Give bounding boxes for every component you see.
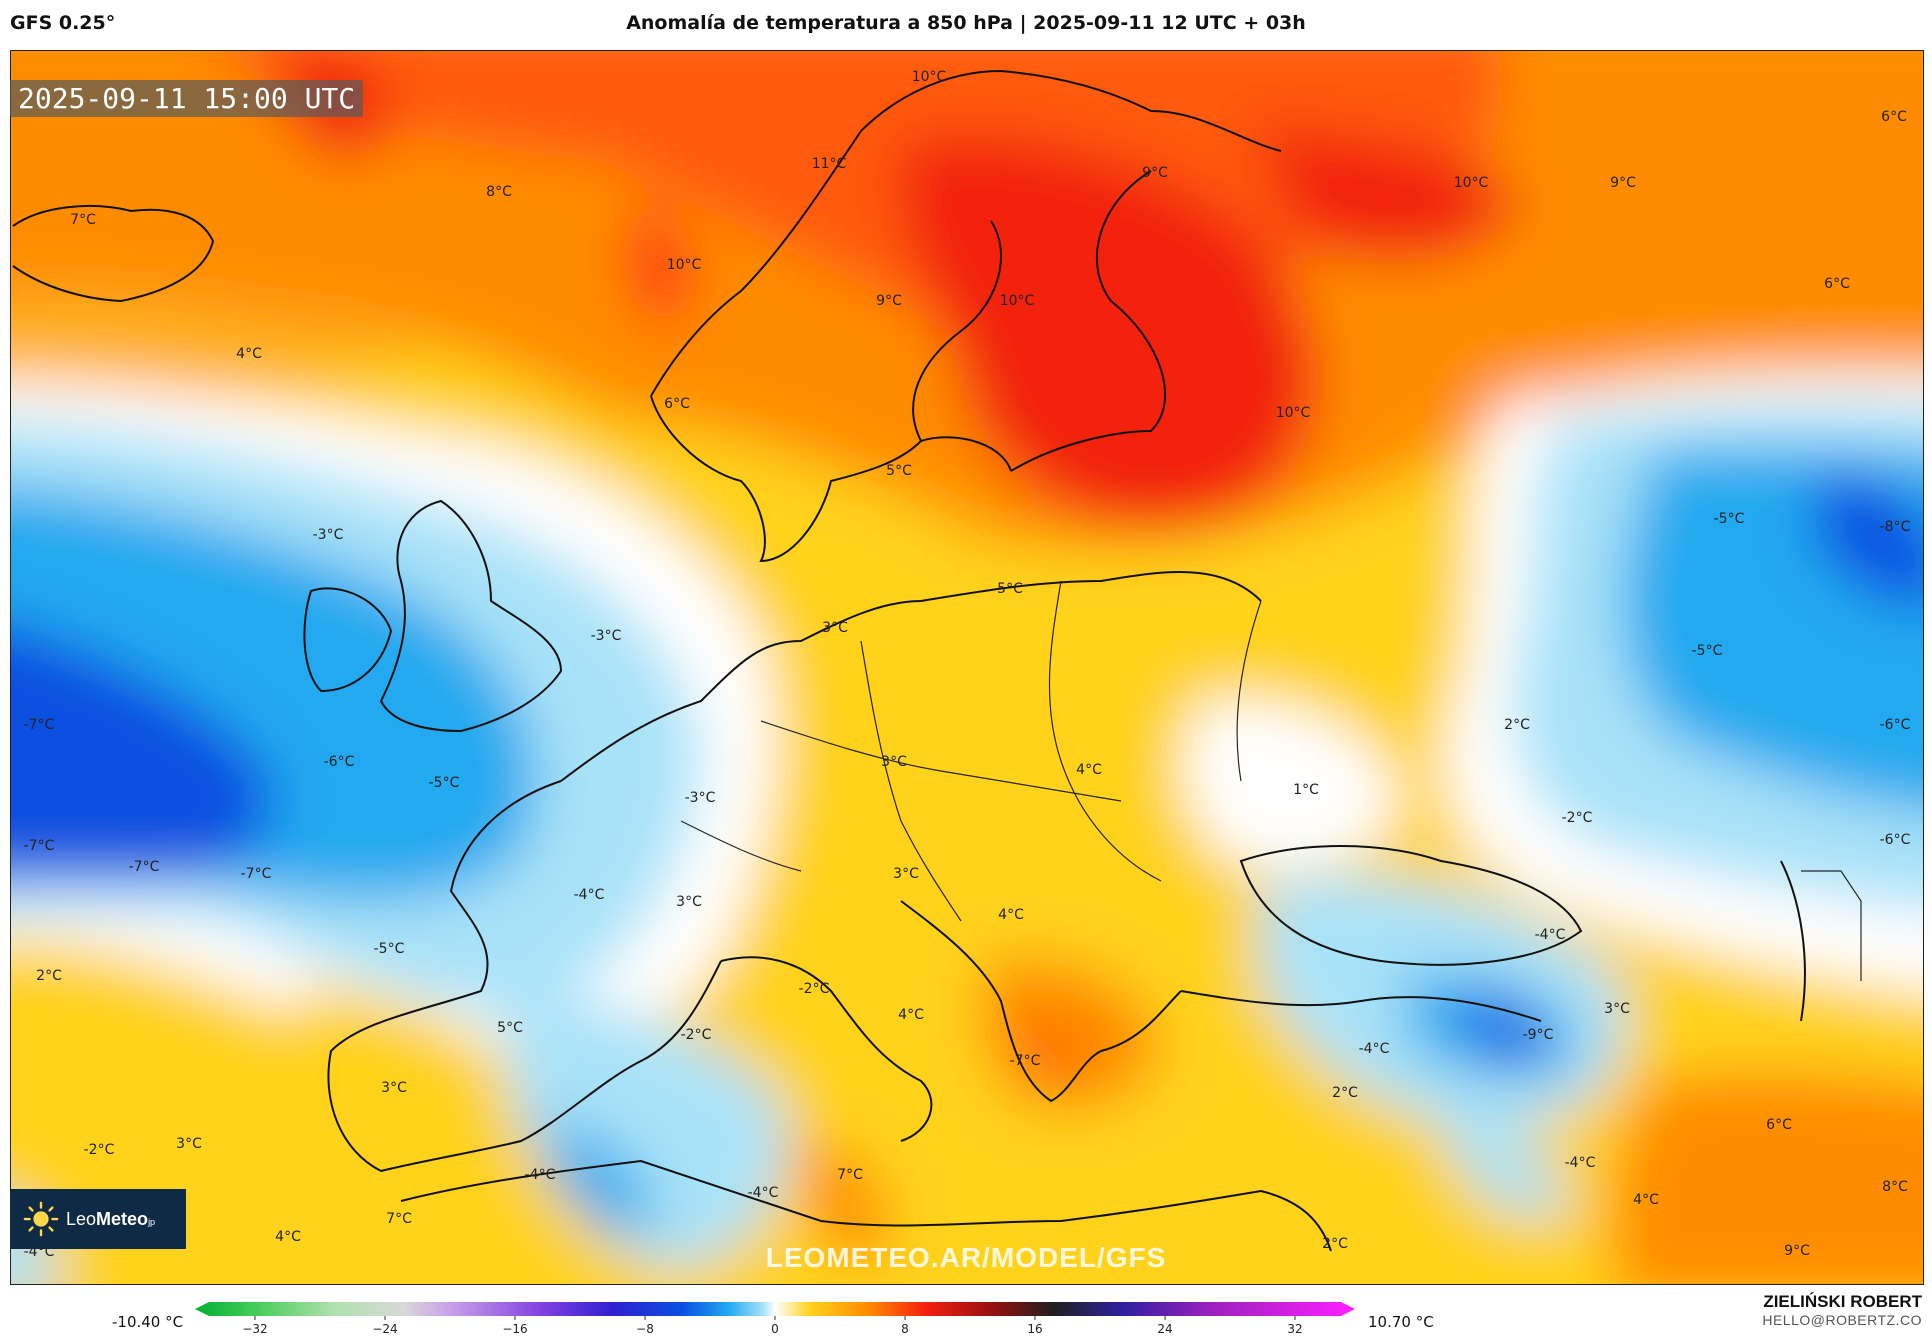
anomaly-label: -3°C: [685, 790, 716, 806]
anomaly-label: 6°C: [1766, 1117, 1792, 1133]
anomaly-label: -4°C: [525, 1167, 556, 1183]
anomaly-label: -2°C: [799, 981, 830, 997]
anomaly-label: 11°C: [812, 156, 847, 172]
anomaly-label: 4°C: [236, 346, 262, 362]
anomaly-label: 2°C: [36, 968, 62, 984]
colorbar-min-label: -10.40 °C: [112, 1313, 184, 1331]
leometeo-logo[interactable]: LeoMeteojp: [10, 1189, 186, 1249]
anomaly-label: 10°C: [1454, 175, 1489, 191]
colorbar-tick-label: 24: [1157, 1322, 1172, 1336]
anomaly-label: -3°C: [591, 628, 622, 644]
temperature-anomaly-map[interactable]: 10°C 6°C 11°C 8°C 9°C 10°C 9°C 7°C 10°C 9°C 10°C 6°…: [10, 50, 1924, 1285]
anomaly-label: -5°C: [429, 775, 460, 791]
anomaly-label: 5°C: [497, 1020, 523, 1036]
anomaly-label: -4°C: [1565, 1155, 1596, 1171]
anomaly-label: 9°C: [1784, 1243, 1810, 1259]
model-name: GFS 0.25°: [10, 12, 116, 34]
anomaly-label: 4°C: [898, 1007, 924, 1023]
author-name: ZIELIŃSKI ROBERT: [1763, 1292, 1922, 1311]
anomaly-label: -7°C: [1010, 1053, 1041, 1069]
anomaly-label: -3°C: [313, 527, 344, 543]
anomaly-label: 4°C: [998, 907, 1024, 923]
anomaly-label: -9°C: [1523, 1027, 1554, 1043]
anomaly-label: -6°C: [324, 754, 355, 770]
anomaly-label: -4°C: [1359, 1041, 1390, 1057]
anomaly-label: 5°C: [886, 463, 912, 479]
coastlines: [12, 69, 1806, 1252]
anomaly-label: -5°C: [374, 941, 405, 957]
anomaly-label: 7°C: [70, 212, 96, 228]
anomaly-label: -8°C: [1880, 519, 1911, 535]
anomaly-label: -2°C: [1562, 810, 1593, 826]
anomaly-label: 4°C: [1633, 1192, 1659, 1208]
anomaly-label: 2°C: [1322, 1236, 1348, 1252]
anomaly-label: -2°C: [84, 1142, 115, 1158]
sun-icon: [23, 1201, 59, 1237]
colorbar-max-label: 10.70 °C: [1368, 1313, 1434, 1331]
source-watermark: LEOMETEO.AR/MODEL/GFS: [765, 1242, 1167, 1273]
anomaly-label: 4°C: [275, 1229, 301, 1245]
anomaly-label: 9°C: [1610, 175, 1636, 191]
map-title: Anomalía de temperatura a 850 hPa | 2025…: [626, 12, 1306, 34]
anomaly-label: -6°C: [1880, 717, 1911, 733]
anomaly-label: 7°C: [837, 1167, 863, 1183]
colorbar-ramp: [195, 1302, 1355, 1316]
anomaly-label: 3°C: [381, 1080, 407, 1096]
anomaly-label: -7°C: [24, 838, 55, 854]
anomaly-label: 10°C: [667, 257, 702, 273]
anomaly-label: -6°C: [1880, 832, 1911, 848]
colorbar-tick-label: −32: [242, 1322, 267, 1336]
anomaly-label: 3°C: [176, 1136, 202, 1152]
anomaly-label: 2°C: [1332, 1085, 1358, 1101]
colorbar-tick-label: −24: [372, 1322, 397, 1336]
anomaly-label: 8°C: [1882, 1179, 1908, 1195]
anomaly-label: 8°C: [486, 184, 512, 200]
logo-wordmark: LeoMeteojp: [66, 1208, 156, 1229]
anomaly-label: 10°C: [1000, 293, 1035, 309]
anomaly-label: -5°C: [1692, 643, 1723, 659]
colorbar-tick-label: −16: [502, 1322, 527, 1336]
author-credit: ZIELIŃSKI ROBERT HELLO@ROBERTZ.CO: [1762, 1292, 1922, 1328]
anomaly-label: 3°C: [893, 866, 919, 882]
anomaly-label: 6°C: [1881, 109, 1907, 125]
anomaly-label: -4°C: [748, 1185, 779, 1201]
anomaly-label: 1°C: [1293, 782, 1319, 798]
anomaly-label: 3°C: [822, 620, 848, 636]
colorbar-tick-label: 8: [901, 1322, 909, 1336]
anomaly-label: 3°C: [881, 754, 907, 770]
anomaly-label: -7°C: [241, 866, 272, 882]
anomaly-label: -7°C: [24, 717, 55, 733]
anomaly-label: -5°C: [1714, 511, 1745, 527]
colorbar: −32 −24 −16 −8 0 8 16 24 32: [195, 1302, 1355, 1336]
anomaly-label: 3°C: [1604, 1001, 1630, 1017]
anomaly-label: 3°C: [676, 894, 702, 910]
anomaly-label: -2°C: [681, 1027, 712, 1043]
anomaly-label: 9°C: [876, 293, 902, 309]
colorbar-tick-label: 32: [1287, 1322, 1302, 1336]
anomaly-label: 2°C: [1504, 717, 1530, 733]
borders: [680, 580, 1862, 981]
anomaly-label: 10°C: [1276, 405, 1311, 421]
anomaly-label: 10°C: [912, 69, 947, 85]
anomaly-label: -4°C: [574, 887, 605, 903]
colorbar-ticks: −32 −24 −16 −8 0 8 16 24 32: [242, 1316, 1303, 1336]
anomaly-label: -7°C: [129, 859, 160, 875]
anomaly-label: 7°C: [386, 1211, 412, 1227]
map-canvas: 10°C 6°C 11°C 8°C 9°C 10°C 9°C 7°C 10°C 9°C 10°C 6°…: [11, 51, 1923, 1284]
valid-time-badge: 2025-09-11 15:00 UTC: [10, 80, 364, 117]
anomaly-label: -4°C: [1535, 927, 1566, 943]
author-email[interactable]: HELLO@ROBERTZ.CO: [1762, 1312, 1922, 1328]
anomaly-label: 4°C: [1076, 762, 1102, 778]
colorbar-tick-label: 0: [771, 1322, 779, 1336]
anomaly-label: 6°C: [1824, 276, 1850, 292]
anomaly-label: 6°C: [664, 396, 690, 412]
anomaly-label: 5°C: [997, 581, 1023, 597]
colorbar-tick-label: 16: [1027, 1322, 1042, 1336]
anomaly-field: [11, 51, 1923, 1284]
colorbar-tick-label: −8: [636, 1322, 654, 1336]
anomaly-labels: 10°C 6°C 11°C 8°C 9°C 10°C 9°C 7°C 10°C 9°C 10°C 6°…: [24, 69, 1911, 1260]
anomaly-label: 9°C: [1142, 165, 1168, 181]
